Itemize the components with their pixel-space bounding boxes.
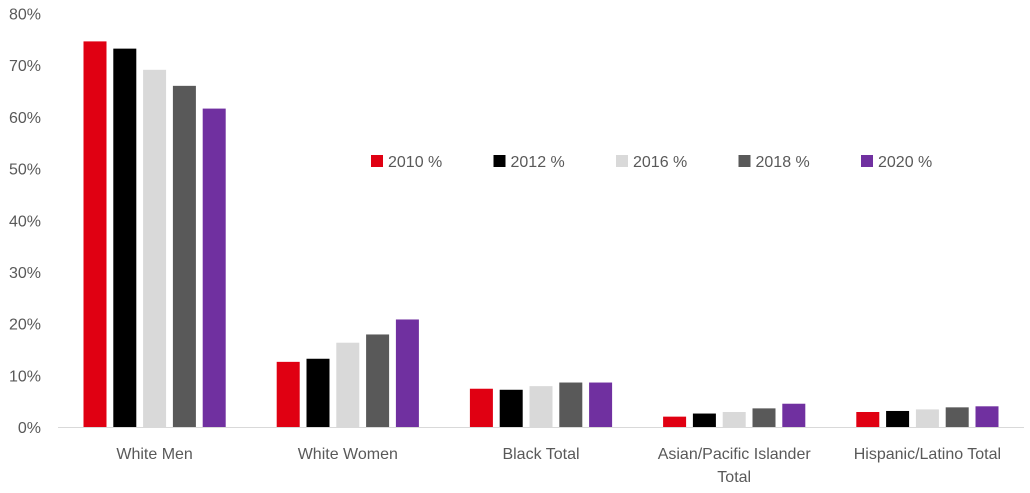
- bar: [559, 382, 583, 428]
- bar: [589, 382, 613, 428]
- legend-swatch: [616, 155, 628, 167]
- y-tick-label: 60%: [9, 110, 41, 127]
- y-tick-label: 70%: [9, 58, 41, 75]
- bar: [663, 416, 687, 428]
- bar: [336, 342, 360, 428]
- bar: [143, 69, 167, 428]
- bar: [113, 48, 137, 428]
- y-tick-label: 40%: [9, 213, 41, 230]
- bar: [529, 386, 553, 428]
- y-tick-label: 10%: [9, 368, 41, 385]
- bar: [856, 411, 880, 428]
- legend-label: 2018 %: [756, 154, 810, 171]
- x-category-label: Black Total: [502, 446, 579, 463]
- bar: [782, 403, 806, 428]
- legend-label: 2020 %: [878, 154, 932, 171]
- x-axis-labels: White Men White Women Black Total Asian/Pac…: [116, 446, 1001, 486]
- legend-swatch: [371, 155, 383, 167]
- bar: [945, 407, 969, 428]
- bar: [692, 413, 716, 428]
- bar: [202, 108, 226, 428]
- y-tick-label: 80%: [9, 7, 41, 24]
- legend-swatch: [738, 155, 751, 167]
- y-tick-label: 20%: [9, 317, 41, 334]
- bar: [915, 409, 939, 428]
- bar: [172, 85, 196, 428]
- bar: [499, 389, 523, 428]
- legend: 2010 % 2012 % 2016 % 2018 % 2020 %: [371, 154, 932, 171]
- bar: [722, 411, 746, 428]
- y-tick-label: 50%: [9, 162, 41, 179]
- legend-label: 2012 %: [511, 154, 565, 171]
- x-category-label: Total: [717, 469, 751, 486]
- y-tick-label: 30%: [9, 265, 41, 282]
- bar: [395, 319, 419, 428]
- y-tick-label: 0%: [18, 420, 41, 437]
- bar: [752, 408, 776, 428]
- bar: [83, 41, 107, 428]
- legend-swatch: [861, 155, 873, 167]
- x-category-label: White Men: [116, 446, 192, 463]
- bar: [469, 388, 493, 428]
- x-category-label: Asian/Pacific Islander: [658, 446, 812, 463]
- bar: [276, 361, 300, 428]
- legend-swatch: [493, 155, 506, 167]
- y-axis: 0% 10% 20% 30% 40% 50% 60% 70% 80%: [9, 7, 41, 438]
- bar: [306, 358, 330, 428]
- x-category-label: White Women: [298, 446, 398, 463]
- bars: [83, 41, 999, 428]
- legend-label: 2010 %: [388, 154, 442, 171]
- x-category-label: Hispanic/Latino Total: [854, 446, 1001, 463]
- legend-label: 2016 %: [633, 154, 687, 171]
- bar: [975, 406, 999, 428]
- bar: [366, 334, 390, 428]
- bar: [886, 410, 910, 428]
